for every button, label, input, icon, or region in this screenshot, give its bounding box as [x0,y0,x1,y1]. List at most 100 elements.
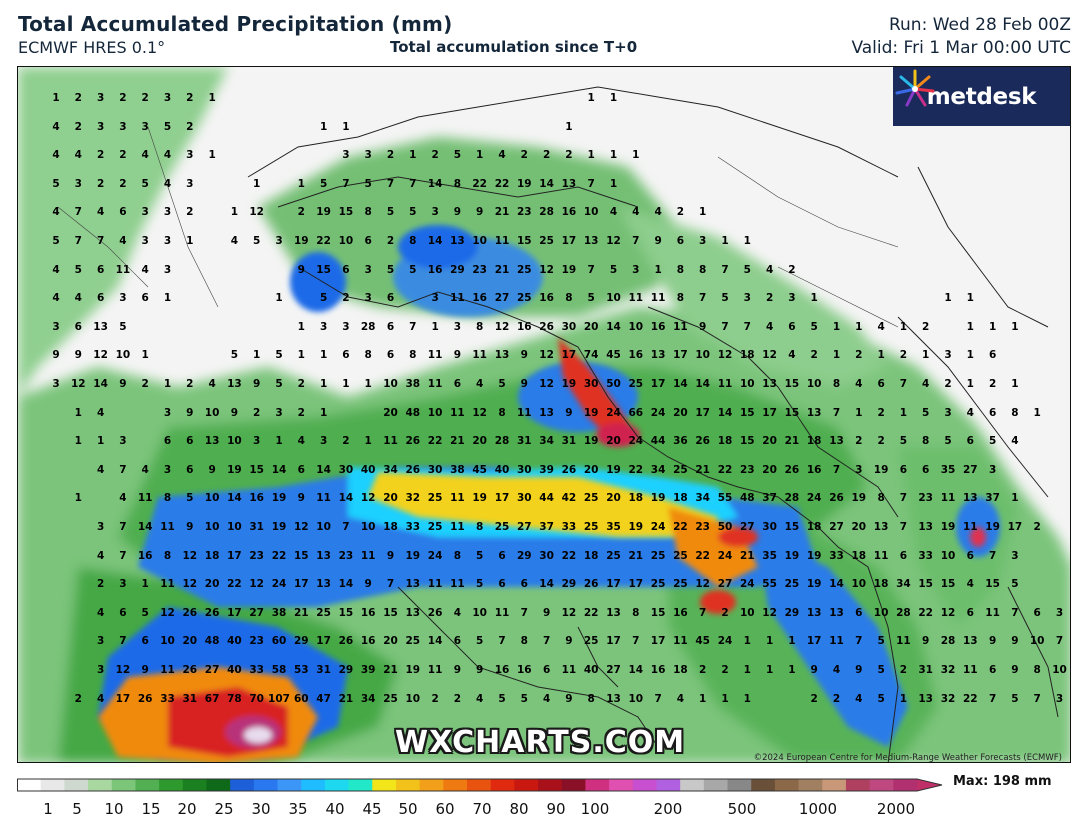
legend-tick-label: 90 [546,800,566,818]
precip-value: 9 [520,378,528,390]
legend-swatch [159,779,184,791]
legend-tick-label: 80 [509,800,529,818]
legend-swatch [230,779,255,791]
precip-value: 17 [1007,521,1023,533]
precip-value: 7 [520,606,528,619]
precip-value: 39 [539,463,554,476]
precip-value: 25 [516,263,532,276]
precip-value: 28 [940,635,956,648]
precip-value: 9 [364,578,372,591]
precip-value: 7 [498,635,506,648]
precip-value: 8 [1033,664,1041,676]
precip-value: 16 [249,492,264,505]
precip-value: 34 [650,463,666,476]
precip-value: 17 [628,578,644,591]
legend-swatch [561,779,587,791]
precip-value: 1 [297,320,305,333]
precip-value: 40 [494,463,510,476]
precip-value: 8 [409,235,417,247]
precip-value: 26 [695,435,710,448]
legend-swatch [774,779,800,791]
precip-value: 29 [516,549,532,562]
precip-value: 6 [453,635,462,648]
precip-value: 40 [227,635,242,648]
precip-value: 18 [204,549,220,562]
precip-value: 8 [453,549,462,562]
precip-value: 1 [609,149,618,162]
precip-value: 7 [409,177,417,190]
precip-value: 19 [405,664,421,676]
precip-value: 21 [293,606,309,619]
precip-value: 1 [565,120,573,133]
precip-value: 11 [516,406,532,419]
precip-value: 15 [985,578,1000,591]
precip-value: 1 [788,635,796,648]
logo-text: metdesk [926,83,1037,110]
precip-value: 12 [762,349,777,362]
precip-value: 29 [784,606,800,619]
precip-value: 4 [609,206,618,219]
precip-value: 1 [1011,492,1019,505]
precip-value: 1 [74,492,82,505]
precip-value: 22 [561,549,577,562]
legend-swatch [798,779,823,791]
legend-swatch [206,779,231,791]
precip-value: 4 [632,206,640,219]
precip-value: 26 [405,463,421,476]
precip-value: 13 [405,578,421,591]
precip-value: 13 [873,521,889,533]
precip-value: 2 [186,378,194,390]
precip-value: 4 [119,235,127,247]
precip-value: 7 [855,635,863,648]
map-field [18,67,1070,762]
precip-value: 6 [163,435,172,448]
precip-value: 10 [160,635,175,648]
precip-value: 24 [717,635,733,648]
precip-value: 21 [784,435,800,448]
precip-value: 14 [829,578,844,591]
precip-value: 30 [762,521,777,533]
precip-value: 39 [360,664,376,676]
precip-value: 12 [182,549,198,562]
precip-value: 9 [699,320,707,333]
precip-value: 30 [427,463,443,476]
precip-value: 19 [628,521,644,533]
precip-value: 11 [450,492,465,505]
precip-value: 21 [383,664,398,676]
precip-value: 2 [1033,521,1041,533]
precip-value: 16 [539,292,554,305]
precip-value: 7 [386,578,395,591]
precip-value: 4 [208,378,216,390]
precip-value: 11 [940,492,956,505]
precip-value: 9 [565,635,573,648]
precip-value: 12 [494,320,510,333]
precip-value: 1 [364,435,372,448]
precip-value: 7 [342,521,350,533]
precip-value: 3 [141,120,149,133]
precip-value: 4 [74,292,82,305]
precip-value: 3 [275,406,283,419]
precip-value: 8 [565,292,573,305]
precip-value: 11 [450,292,465,305]
legend-tick-label: 30 [251,800,271,818]
precip-value: 9 [453,206,462,219]
legend-tick-label: 70 [472,800,492,818]
precip-value: 8 [364,206,372,219]
precip-value: 25 [583,521,599,533]
precip-value: 19 [784,549,800,562]
precip-value: 3 [186,149,194,162]
precip-value: 3 [96,120,105,133]
precip-value: 5 [944,435,952,448]
precip-value: 16 [137,549,153,562]
precip-value: 5 [275,349,283,362]
precip-value: 19 [405,549,421,562]
precip-value: 12 [472,406,487,419]
precip-value: 7 [96,235,105,247]
precip-value: 2 [74,692,82,705]
precip-value: 6 [899,463,908,476]
precip-value: 3 [163,263,172,276]
precip-value: 21 [494,206,510,219]
precip-value: 2 [542,149,551,162]
